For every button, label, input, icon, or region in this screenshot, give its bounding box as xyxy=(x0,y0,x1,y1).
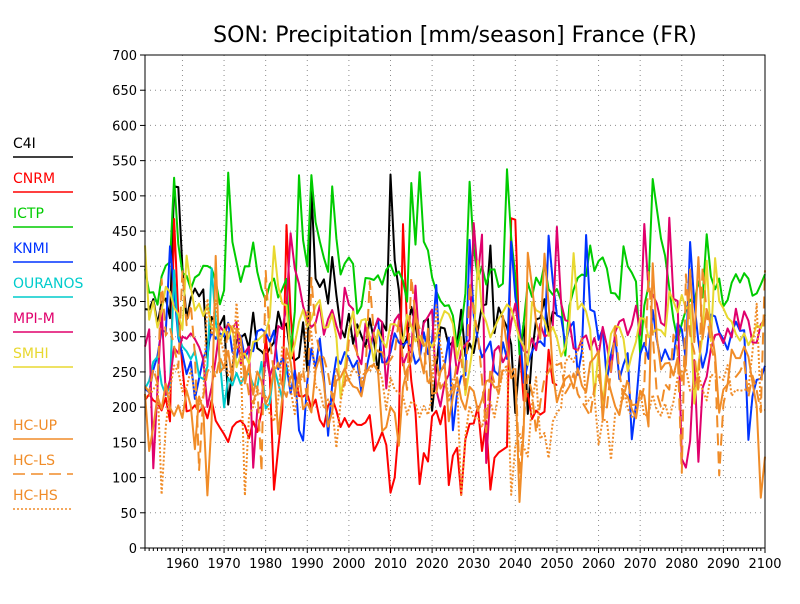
axes: 0 50 100 150 200 250 300 350 400 450 500 550 600 650 7… xyxy=(112,49,781,572)
x-tick-label: 1990 xyxy=(291,557,324,572)
legend-label-ouranos: OURANOS xyxy=(13,276,83,292)
y-tick-label: 500 xyxy=(112,190,137,205)
x-tick-label: 2050 xyxy=(540,557,573,572)
y-tick-label: 150 xyxy=(112,436,137,451)
legend-label-mpi-m: MPI-M xyxy=(13,311,55,327)
legend-label-c4i: C4I xyxy=(13,136,36,152)
legend-label-smhi: SMHI xyxy=(13,346,49,362)
y-tick-label: 700 xyxy=(112,49,137,64)
series-line-cnrm xyxy=(144,217,558,496)
x-tick-label: 2030 xyxy=(457,557,490,572)
x-tick-label: 2060 xyxy=(582,557,615,572)
series-line-ictp xyxy=(144,168,766,357)
y-tick-label: 550 xyxy=(112,155,137,170)
y-tick-label: 300 xyxy=(112,331,137,346)
x-tick-label: 2020 xyxy=(416,557,449,572)
series-line-smhi xyxy=(144,245,766,407)
x-tick-label: 2100 xyxy=(748,557,781,572)
series-line-mpi-m xyxy=(144,216,766,470)
y-tick-label: 350 xyxy=(112,296,137,311)
y-tick-label: 400 xyxy=(112,260,137,275)
y-tick-label: 250 xyxy=(112,366,137,381)
chart-title: SON: Precipitation [mm/season] France (F… xyxy=(213,23,697,48)
x-tick-label: 2010 xyxy=(374,557,407,572)
legend-label-knmi: KNMI xyxy=(13,241,49,257)
x-tick-label: 1970 xyxy=(208,557,241,572)
y-tick-label: 100 xyxy=(112,472,137,487)
x-tick-label: 2000 xyxy=(332,557,365,572)
legend-label-hc-hs: HC-HS xyxy=(13,488,58,504)
y-tick-label: 200 xyxy=(112,401,137,416)
y-tick-label: 450 xyxy=(112,225,137,240)
x-tick-label: 1980 xyxy=(249,557,282,572)
series-line-hc-ls xyxy=(144,266,766,477)
legend-label-hc-ls: HC-LS xyxy=(13,453,55,469)
legend-label-cnrm: CNRM xyxy=(13,171,55,187)
series-layer xyxy=(144,168,766,503)
y-tick-label: 650 xyxy=(112,84,137,99)
y-tick-label: 600 xyxy=(112,119,137,134)
x-tick-label: 2070 xyxy=(624,557,657,572)
legend-label-hc-up: HC-UP xyxy=(13,418,57,434)
y-tick-label: 50 xyxy=(120,507,137,522)
legend: C4I CNRM ICTP KNMI OURANOS MPI-M SMHI HC-UP HC-L… xyxy=(13,136,83,510)
x-tick-label: 2090 xyxy=(707,557,740,572)
x-tick-label: 1960 xyxy=(166,557,199,572)
legend-label-ictp: ICTP xyxy=(13,206,44,222)
x-tick-label: 2040 xyxy=(499,557,532,572)
y-tick-label: 0 xyxy=(129,542,137,557)
x-tick-label: 2080 xyxy=(665,557,698,572)
series-line-hc-up xyxy=(144,251,766,503)
series-line-hc-hs xyxy=(144,297,766,497)
